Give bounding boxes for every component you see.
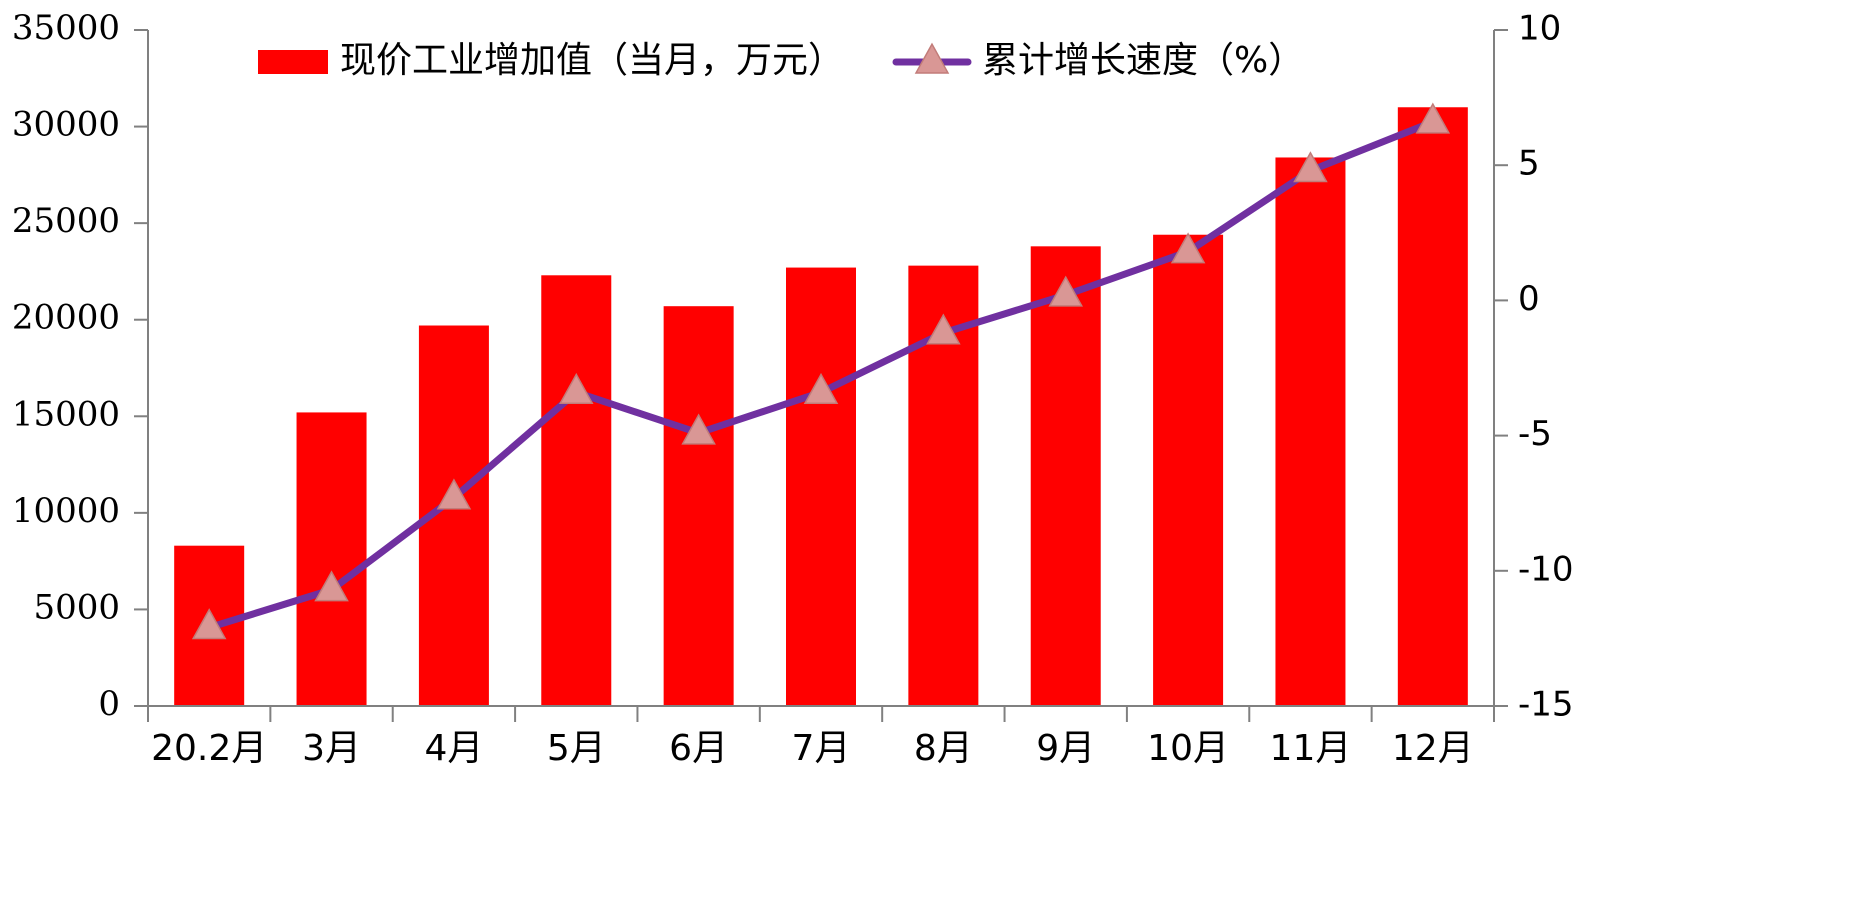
x-axis-tick-label: 3月	[302, 728, 361, 769]
right-axis-tick-label: -15	[1518, 685, 1574, 725]
x-axis-tick-label: 11月	[1270, 728, 1352, 769]
line-marker	[314, 570, 349, 602]
bar	[663, 306, 734, 706]
left-axis-tick-label: 0	[98, 684, 120, 724]
line-marker	[558, 372, 594, 405]
right-axis-tick-label: 5	[1518, 144, 1540, 184]
left-axis-tick-label: 30000	[12, 105, 120, 145]
x-axis-tick-label: 12月	[1392, 728, 1474, 769]
bar	[1030, 246, 1101, 706]
bar	[786, 267, 856, 706]
left-axis-tick-label: 10000	[12, 491, 120, 531]
legend-line-marker	[914, 42, 950, 74]
x-axis-tick-label: 7月	[792, 728, 851, 769]
bar	[1153, 234, 1224, 706]
bar	[296, 412, 367, 706]
right-axis-tick-label: 0	[1518, 279, 1540, 319]
left-axis-tick-label: 15000	[12, 394, 120, 434]
left-axis-tick-label: 35000	[12, 8, 120, 48]
x-axis-tick-label: 5月	[547, 728, 606, 769]
legend: 现价工业增加值（当月，万元） 累计增长速度（%）	[258, 40, 1304, 81]
line-marker	[1048, 275, 1084, 307]
line-marker	[436, 478, 472, 510]
line-marker	[1170, 232, 1206, 264]
right-axis-tick-label: -10	[1518, 549, 1574, 589]
bar	[541, 275, 612, 706]
bar	[1397, 107, 1468, 706]
line-marker	[1415, 102, 1451, 134]
x-axis-tick-label: 10月	[1147, 728, 1229, 769]
axes-layer	[147, 30, 1495, 707]
line-marker	[681, 413, 716, 445]
x-axis-tick-label: 8月	[914, 728, 973, 769]
bars-layer	[174, 107, 1468, 706]
x-axis-tick-label: 20.2月	[151, 728, 267, 769]
line-marker	[926, 313, 961, 345]
line-layer	[191, 102, 1451, 640]
legend-bar-swatch	[258, 50, 328, 74]
x-axis-tick-label: 6月	[669, 728, 728, 769]
right-axis-tick-label: 10	[1518, 9, 1561, 49]
line-marker	[803, 372, 839, 405]
legend-bar-label: 现价工业增加值（当月，万元）	[340, 40, 844, 81]
bar	[1275, 157, 1346, 706]
left-axis-tick-label: 20000	[12, 298, 120, 338]
line-marker	[191, 608, 227, 640]
left-axis-tick-label: 5000	[33, 587, 120, 627]
x-axis-tick-label: 4月	[424, 728, 483, 769]
legend-line-label: 累计增长速度（%）	[982, 40, 1304, 81]
line-marker	[1293, 151, 1328, 183]
x-axis-tick-label: 9月	[1036, 728, 1095, 769]
left-axis-tick-label: 25000	[12, 201, 120, 241]
ticks-layer: 0 5000 10000 15000 20000 25000 30000 35000 -15 -1…	[12, 8, 1574, 769]
right-axis-tick-label: -5	[1518, 414, 1552, 454]
